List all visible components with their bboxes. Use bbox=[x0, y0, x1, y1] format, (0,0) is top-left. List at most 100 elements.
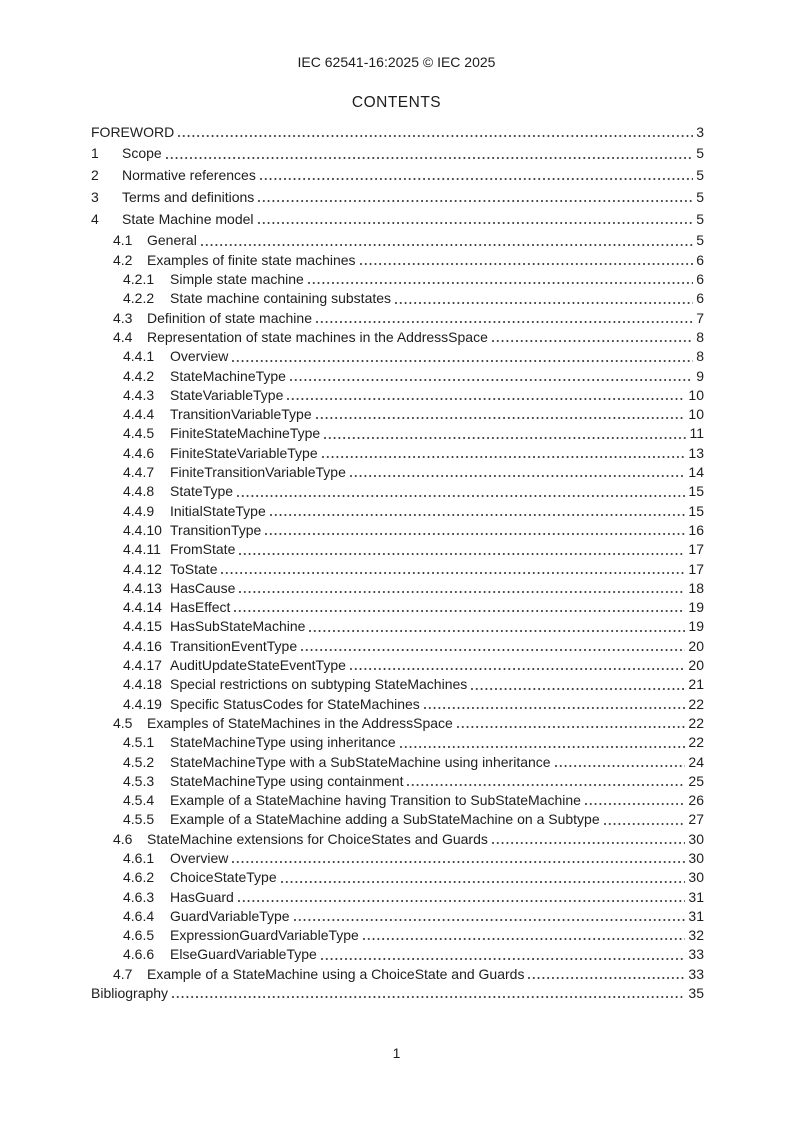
toc-entry-page: 33 bbox=[688, 945, 704, 964]
toc-entry-title: FiniteStateVariableType bbox=[170, 444, 318, 463]
toc-entry: 4.4.11 FromState 17 bbox=[91, 540, 704, 559]
toc-entry-page: 5 bbox=[696, 231, 704, 250]
toc-leader-dots bbox=[349, 656, 687, 675]
toc-entry-title: Terms and definitions bbox=[122, 188, 254, 207]
toc-entry: 4.2 Examples of finite state machines 6 bbox=[91, 251, 704, 270]
toc-leader-dots bbox=[359, 251, 695, 270]
toc-entry-title: Example of a StateMachine using a Choice… bbox=[147, 965, 524, 984]
toc-leader-dots bbox=[406, 772, 686, 791]
footer-page-number: 1 bbox=[0, 1045, 793, 1062]
toc-entry-title: AuditUpdateStateEventType bbox=[170, 656, 346, 675]
toc-entry-page: 19 bbox=[688, 617, 704, 636]
toc-entry-page: 22 bbox=[688, 695, 704, 714]
toc-entry-title: StateMachineType using containment bbox=[170, 772, 403, 791]
toc-entry-title: FiniteTransitionVariableType bbox=[170, 463, 346, 482]
toc-entry: 4.4.8 StateType 15 bbox=[91, 482, 704, 501]
toc-entry: 4.1 General 5 bbox=[91, 231, 704, 250]
toc-entry-number: 4.3 bbox=[113, 309, 147, 328]
toc-entry-number: 4.6 bbox=[113, 830, 147, 849]
toc-entry-number: 4.4.4 bbox=[123, 405, 170, 424]
toc-entry-title: State Machine model bbox=[122, 210, 254, 229]
toc-entry-page: 35 bbox=[688, 984, 704, 1003]
toc-entry-page: 31 bbox=[688, 907, 704, 926]
toc-leader-dots bbox=[321, 444, 687, 463]
toc-leader-dots bbox=[231, 849, 686, 868]
toc-entry-page: 8 bbox=[696, 328, 704, 347]
toc-entry-page: 31 bbox=[688, 888, 704, 907]
toc-entry-page: 9 bbox=[696, 367, 704, 386]
toc-entry-number: 4.4.11 bbox=[123, 540, 170, 559]
toc-leader-dots bbox=[238, 540, 686, 559]
toc-entry-number: 4.4.2 bbox=[123, 367, 170, 386]
toc-leader-dots bbox=[257, 210, 695, 229]
toc-entry-title: TransitionEventType bbox=[170, 637, 297, 656]
toc-entry: 4.6.2 ChoiceStateType 30 bbox=[91, 868, 704, 887]
toc-entry: 4.4.1 Overview 8 bbox=[91, 347, 704, 366]
toc-entry: 4.6.4 GuardVariableType 31 bbox=[91, 907, 704, 926]
toc-entry-page: 21 bbox=[688, 675, 704, 694]
toc-entry: FOREWORD 3 bbox=[91, 123, 704, 142]
toc-entry-number: 4.4 bbox=[113, 328, 147, 347]
toc-entry-page: 6 bbox=[696, 289, 704, 308]
toc-entry-page: 11 bbox=[689, 424, 704, 443]
toc-entry: 4.2.2 State machine containing substates… bbox=[91, 289, 704, 308]
toc-entry-title: Simple state machine bbox=[170, 270, 304, 289]
toc-entry: 4.2.1 Simple state machine 6 bbox=[91, 270, 704, 289]
toc-entry-title: ChoiceStateType bbox=[170, 868, 277, 887]
toc-entry-number: 4.4.10 bbox=[123, 521, 170, 540]
toc-entry: 4.5.2 StateMachineType with a SubStateMa… bbox=[91, 753, 704, 772]
toc-entry: 4.6.1 Overview 30 bbox=[91, 849, 704, 868]
toc-entry-page: 6 bbox=[696, 251, 704, 270]
toc-entry-page: 10 bbox=[688, 386, 704, 405]
toc-entry-number: 4.5 bbox=[113, 714, 147, 733]
toc-leader-dots bbox=[399, 733, 687, 752]
toc-entry-number: 4.4.5 bbox=[123, 424, 170, 443]
toc-entry-title: GuardVariableType bbox=[170, 907, 290, 926]
toc-entry-number: 4.4.7 bbox=[123, 463, 170, 482]
toc-entry: 4.4.2 StateMachineType 9 bbox=[91, 367, 704, 386]
toc-leader-dots bbox=[423, 695, 687, 714]
toc-entry-page: 5 bbox=[696, 188, 704, 207]
toc-leader-dots bbox=[238, 579, 686, 598]
toc-leader-dots bbox=[470, 675, 686, 694]
toc-entry-page: 5 bbox=[696, 166, 704, 185]
toc-entry-title: TransitionType bbox=[170, 521, 261, 540]
toc-entry-page: 25 bbox=[688, 772, 704, 791]
toc-entry-number: 4.4.19 bbox=[123, 695, 170, 714]
toc-entry: 4.4.17 AuditUpdateStateEventType 20 bbox=[91, 656, 704, 675]
toc-entry-page: 30 bbox=[688, 868, 704, 887]
toc-entry-title: Overview bbox=[170, 849, 228, 868]
toc-entry-number: 2 bbox=[91, 166, 122, 185]
toc-entry-number: 4.1 bbox=[113, 231, 147, 250]
toc-leader-dots bbox=[233, 598, 686, 617]
toc-entry: 4.4.9 InitialStateType 15 bbox=[91, 502, 704, 521]
toc-entry: Bibliography 35 bbox=[91, 984, 704, 1003]
toc-entry: 4.4.4 TransitionVariableType 10 bbox=[91, 405, 704, 424]
toc-entry: 4.5.4 Example of a StateMachine having T… bbox=[91, 791, 704, 810]
toc-entry-page: 26 bbox=[688, 791, 704, 810]
toc-entry-title: HasSubStateMachine bbox=[170, 617, 305, 636]
toc-entry: 4.3 Definition of state machine 7 bbox=[91, 309, 704, 328]
toc-entry: 4.4.18 Special restrictions on subtyping… bbox=[91, 675, 704, 694]
toc-entry-title: Examples of StateMachines in the Address… bbox=[147, 714, 453, 733]
toc-entry-title: TransitionVariableType bbox=[170, 405, 312, 424]
toc-entry-title: StateMachine extensions for ChoiceStates… bbox=[147, 830, 488, 849]
toc-entry-number: 4.2.2 bbox=[123, 289, 170, 308]
toc-entry: 4.4.12 ToState 17 bbox=[91, 560, 704, 579]
toc-entry-number: 4.5.5 bbox=[123, 810, 170, 829]
toc-entry-page: 22 bbox=[688, 733, 704, 752]
toc-leader-dots bbox=[315, 405, 687, 424]
toc-entry-number: 4.4.16 bbox=[123, 637, 170, 656]
toc-entry: 4.4.6 FiniteStateVariableType 13 bbox=[91, 444, 704, 463]
toc-entry: 4.4.10 TransitionType 16 bbox=[91, 521, 704, 540]
toc-leader-dots bbox=[307, 270, 694, 289]
toc-entry-number: 4.4.15 bbox=[123, 617, 170, 636]
toc-leader-dots bbox=[269, 502, 687, 521]
toc-entry-title: Example of a StateMachine adding a SubSt… bbox=[170, 810, 600, 829]
toc-entry: 4.5 Examples of StateMachines in the Add… bbox=[91, 714, 704, 733]
toc-entry: 4.4.3 StateVariableType 10 bbox=[91, 386, 704, 405]
toc-entry-page: 18 bbox=[688, 579, 704, 598]
toc-entry-title: Examples of finite state machines bbox=[147, 251, 356, 270]
toc-entry-title: StateType bbox=[170, 482, 233, 501]
toc-entry: 2 Normative references 5 bbox=[91, 166, 704, 185]
